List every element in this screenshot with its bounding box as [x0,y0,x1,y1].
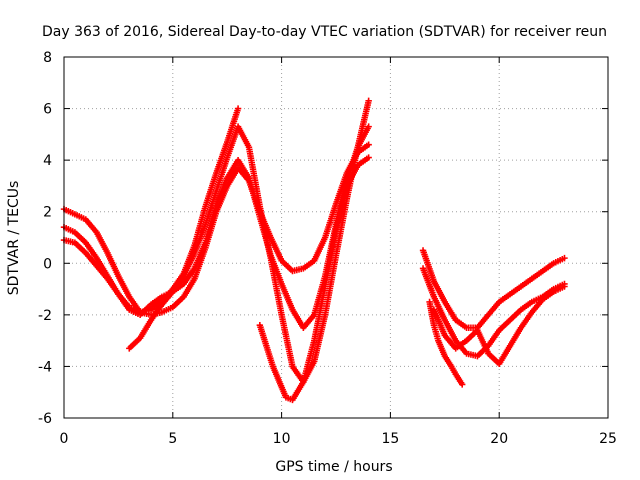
x-tick-label: 5 [168,431,177,447]
data-point [459,381,466,388]
data-point [365,97,372,105]
x-tick-label: 15 [381,431,399,447]
data-points [60,97,568,404]
x-tick-label: 10 [273,431,291,447]
series-arc8 [430,283,568,368]
tick-labels: 0 5 10 15 20 25 -6 -4 -2 0 2 4 6 8 [38,50,617,447]
x-tick-label: 20 [490,431,508,447]
x-axis-label: GPS time / hours [275,459,392,475]
chart-title: Day 363 of 2016, Sidereal Day-to-day VTE… [42,24,607,40]
y-tick-label: -6 [38,411,52,427]
series-arc5 [256,154,372,404]
data-point [561,254,568,262]
data-point [365,141,372,148]
y-tick-label: 8 [43,50,52,66]
data-point [365,154,372,161]
y-tick-label: 4 [43,153,52,169]
data-point [234,105,242,112]
y-tick-label: -4 [38,359,52,375]
plot-frame [63,56,609,419]
y-tick-label: 0 [43,256,52,272]
x-tick-label: 0 [60,431,69,447]
y-tick-label: -2 [38,308,52,324]
y-axis-label: SDTVAR / TECUs [6,181,22,296]
y-tick-label: 6 [43,102,52,118]
series-arc9 [426,298,466,388]
series-arc6 [419,247,568,331]
data-point [561,283,568,290]
x-tick-label: 25 [599,431,617,447]
y-tick-label: 2 [43,205,52,221]
data-point [365,123,372,130]
